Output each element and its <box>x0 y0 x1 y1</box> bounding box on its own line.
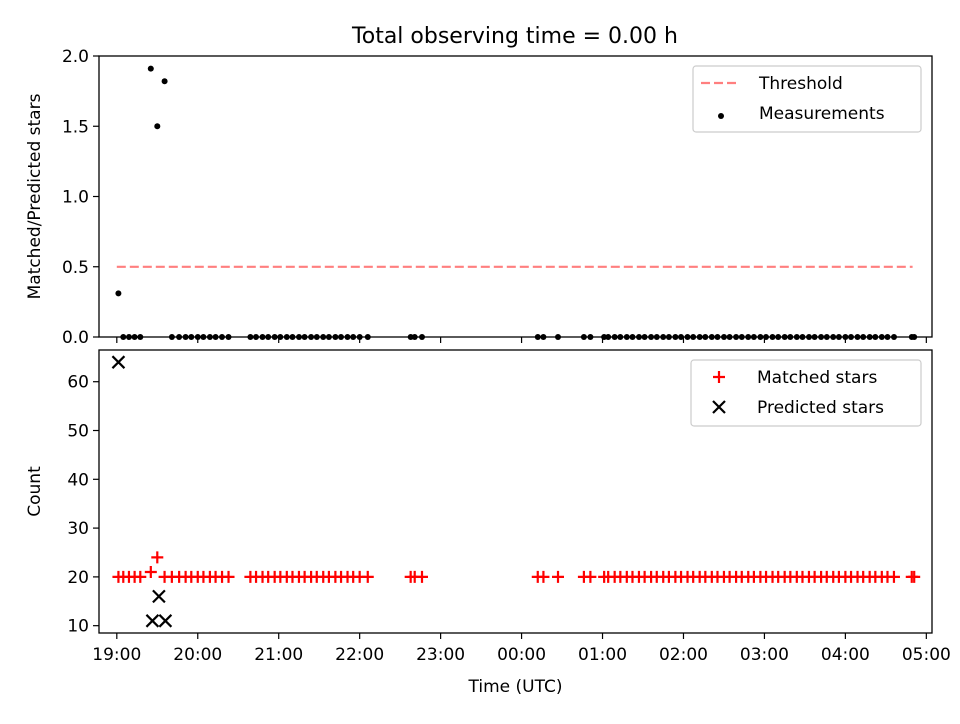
bottom-xtick-label: 03:00 <box>740 645 789 665</box>
top-ytick-label: 1.5 <box>62 117 89 137</box>
top-ytick-label: 2.0 <box>62 47 89 67</box>
bottom-ytick-label: 30 <box>67 519 89 539</box>
bottom-panel: 10 20 30 40 50 60 19:00 20:00 21:00 22:00 23:00 00:… <box>25 349 951 697</box>
matched-star-marker <box>361 570 374 583</box>
top-measurement-point <box>161 78 168 85</box>
top-legend: Threshold Measurements <box>692 65 922 133</box>
matched-star-marker <box>416 570 428 583</box>
matched-star-marker <box>144 566 157 579</box>
bottom-xtick-label: 00:00 <box>497 645 546 665</box>
top-ytick-label: 1.0 <box>62 188 89 208</box>
bottom-xtick-label: 22:00 <box>335 645 384 665</box>
bottom-xtick-label: 02:00 <box>659 645 708 665</box>
bottom-legend-label: Matched stars <box>757 368 877 388</box>
matched-star-marker <box>887 570 900 583</box>
bottom-xtick-label: 20:00 <box>173 645 222 665</box>
bottom-legend: Matched stars Predicted stars <box>690 359 922 427</box>
bottom-ytick-label: 40 <box>67 470 89 490</box>
bottom-xlabel: Time (UTC) <box>468 677 563 697</box>
top-measurement-point <box>154 123 161 130</box>
legend-matched-swatch <box>713 371 725 383</box>
matched-star-marker <box>552 570 564 583</box>
predicted-star-marker <box>158 614 173 628</box>
top-ylabel: Matched/Predicted stars <box>25 93 45 299</box>
predicted-star-marker <box>111 355 126 369</box>
matched-star-marker <box>908 570 921 583</box>
matched-star-marker <box>584 570 597 583</box>
predicted-star-marker <box>152 589 166 604</box>
bottom-ytick-label: 20 <box>67 568 89 588</box>
top-legend-label: Measurements <box>759 104 885 124</box>
bottom-xtick-label: 04:00 <box>821 645 870 665</box>
bottom-axes-frame <box>98 349 933 634</box>
top-measurement-point <box>115 290 122 297</box>
predicted-star-marker <box>145 614 160 628</box>
top-measurement-point <box>147 65 154 72</box>
bottom-xtick-label: 05:00 <box>902 645 951 665</box>
bottom-ytick-label: 10 <box>67 617 89 637</box>
matched-star-marker <box>134 570 147 583</box>
bottom-legend-box <box>690 359 922 427</box>
top-panel: 0.0 0.5 1.0 1.5 2.0 Matched/Predicted stars Th… <box>25 47 933 348</box>
legend-measurement-swatch <box>718 113 724 119</box>
bottom-ylabel: Count <box>25 466 45 517</box>
matched-star-marker <box>537 570 550 583</box>
matched-star-marker <box>151 551 164 564</box>
top-ytick-label: 0.5 <box>62 258 89 278</box>
top-ytick-label: 0.0 <box>62 328 89 348</box>
legend-predicted-swatch <box>712 400 726 414</box>
bottom-legend-label: Predicted stars <box>757 398 884 418</box>
top-legend-label: Threshold <box>758 74 843 94</box>
bottom-xtick-label: 19:00 <box>92 645 141 665</box>
bottom-ytick-label: 60 <box>67 373 89 393</box>
bottom-xtick-label: 01:00 <box>578 645 627 665</box>
bottom-xtick-label: 21:00 <box>254 645 303 665</box>
bottom-xtick-label: 23:00 <box>416 645 465 665</box>
matched-star-marker <box>222 570 235 583</box>
chart-title: Total observing time = 0.00 h <box>351 24 678 49</box>
bottom-ytick-label: 50 <box>67 422 89 442</box>
top-legend-box <box>692 65 922 133</box>
